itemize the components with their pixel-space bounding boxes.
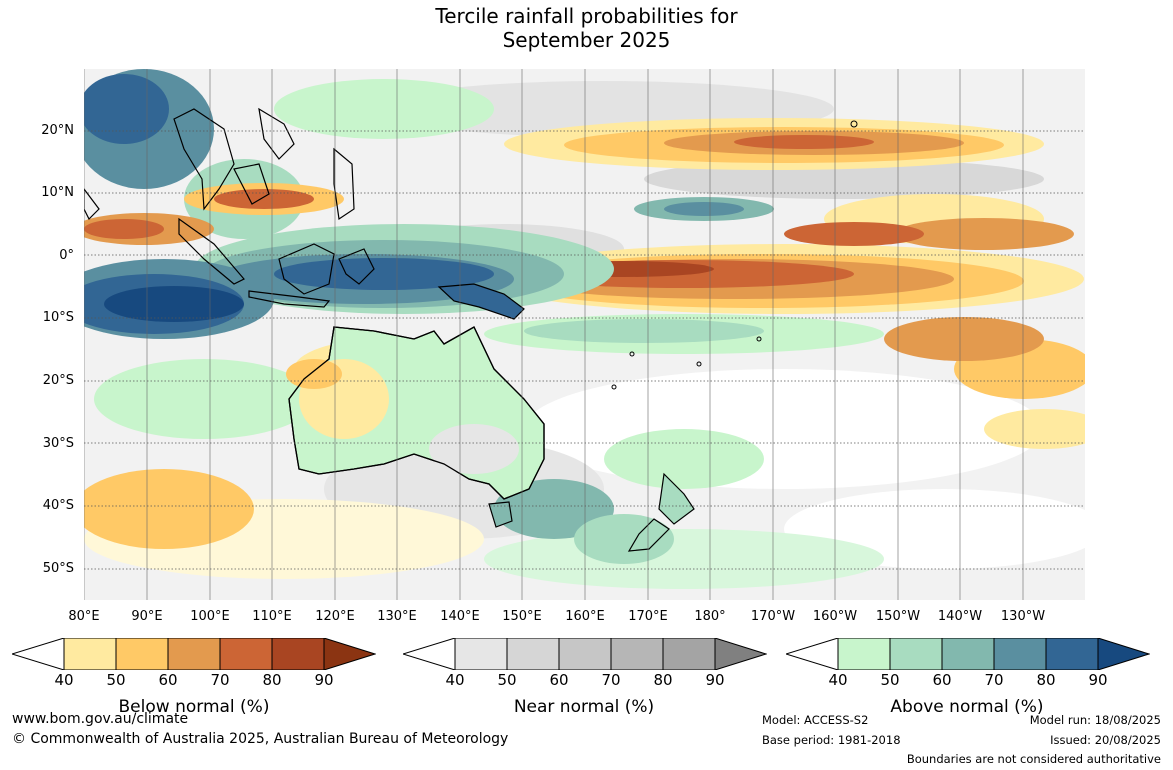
colorbar-near-segment-6 (714, 638, 767, 670)
colorbar-near-tick-60: 60 (549, 671, 569, 689)
colorbar-near-tick-80: 80 (653, 671, 673, 689)
colorbar-above-segment-6 (1097, 638, 1150, 670)
rainfall-probability-map (84, 69, 1085, 600)
lon-label-150w: 150°W (875, 609, 921, 624)
colorbar-below-tick-90: 90 (314, 671, 334, 689)
lon-label-170e: 170°E (628, 609, 668, 624)
colorbar-near-tick-70: 70 (601, 671, 621, 689)
lon-label-100e: 100°E (190, 609, 230, 624)
colorbar-above-segment-3 (941, 638, 995, 670)
title-line-1: Tercile rainfall probabilities for (435, 4, 738, 28)
footer-model-run: Model run: 18/08/2025 (1029, 713, 1161, 727)
colorbar-above-segment-1 (837, 638, 891, 670)
colorbar-above-tick-60: 60 (932, 671, 952, 689)
lon-label-110e: 110°E (252, 609, 292, 624)
colorbar-near-segment-0 (403, 638, 456, 670)
colorbar-above-segment-2 (889, 638, 943, 670)
colorbar-below-tick-80: 80 (262, 671, 282, 689)
colorbar-below-segment-1 (63, 638, 117, 670)
colorbar-near-title: Near normal (%) (513, 697, 655, 717)
colorbar-above-tick-40: 40 (828, 671, 848, 689)
lon-label-80e: 80°E (68, 609, 100, 624)
colorbar-below-graphic (12, 638, 376, 670)
colorbar-above-segment-5 (1045, 638, 1099, 670)
colorbar-near-tick-50: 50 (497, 671, 517, 689)
colorbar-below-segment-4 (219, 638, 273, 670)
lat-label-10s: 10°S (42, 310, 74, 325)
map-title: Tercile rainfall probabilities for Septe… (0, 4, 1173, 52)
colorbar-above-tick-90: 90 (1088, 671, 1108, 689)
lon-label-180: 180° (694, 609, 726, 624)
colorbar-near-segment-4 (610, 638, 664, 670)
lon-label-170w: 170°W (750, 609, 796, 624)
colorbar-near-segment-2 (506, 638, 560, 670)
colorbar-above-normal (786, 638, 1150, 670)
lon-label-140w: 140°W (937, 609, 983, 624)
colorbar-near-segment-5 (662, 638, 716, 670)
colorbar-below-tick-50: 50 (106, 671, 126, 689)
colorbar-below-normal (12, 638, 376, 670)
colorbar-below-segment-5 (271, 638, 325, 670)
lat-label-40s: 40°S (42, 498, 74, 513)
colorbar-below-tick-70: 70 (210, 671, 230, 689)
lon-label-160w: 160°W (812, 609, 858, 624)
lat-label-30s: 30°S (42, 436, 74, 451)
colorbar-near-graphic (403, 638, 767, 670)
colorbar-near-segment-1 (454, 638, 508, 670)
colorbar-above-title: Above normal (%) (890, 697, 1044, 717)
colorbar-near-normal (403, 638, 767, 670)
lon-label-130e: 130°E (377, 609, 417, 624)
colorbar-above-segment-0 (786, 638, 839, 670)
map-graphic (84, 69, 1085, 600)
colorbar-near-segment-3 (558, 638, 612, 670)
colorbar-above-tick-80: 80 (1036, 671, 1056, 689)
lon-label-140e: 140°E (440, 609, 480, 624)
footer-base-period: Base period: 1981-2018 (762, 733, 901, 747)
colorbar-below-tick-60: 60 (158, 671, 178, 689)
lon-label-130w: 130°W (1000, 609, 1046, 624)
lon-label-160e: 160°E (565, 609, 605, 624)
footer-model: Model: ACCESS-S2 (762, 713, 869, 727)
colorbar-above-tick-70: 70 (984, 671, 1004, 689)
lon-label-90e: 90°E (131, 609, 163, 624)
lon-label-150e: 150°E (502, 609, 542, 624)
colorbar-below-segment-0 (12, 638, 65, 670)
footer-boundaries-note: Boundaries are not considered authoritat… (906, 752, 1161, 766)
footer-copyright: © Commonwealth of Australia 2025, Austra… (12, 731, 509, 747)
colorbar-above-tick-50: 50 (880, 671, 900, 689)
title-line-2: September 2025 (502, 28, 671, 52)
colorbar-below-segment-2 (115, 638, 169, 670)
colorbar-above-segment-4 (993, 638, 1047, 670)
colorbar-below-segment-6 (323, 638, 376, 670)
footer-issued: Issued: 20/08/2025 (1050, 733, 1161, 747)
lon-label-120e: 120°E (315, 609, 355, 624)
lat-label-20n: 20°N (41, 123, 74, 138)
colorbar-near-tick-90: 90 (705, 671, 725, 689)
lat-label-50s: 50°S (42, 561, 74, 576)
colorbar-below-tick-40: 40 (54, 671, 74, 689)
footer-url[interactable]: www.bom.gov.au/climate (12, 711, 189, 727)
colorbar-above-graphic (786, 638, 1150, 670)
lat-label-20s: 20°S (42, 373, 74, 388)
colorbar-below-title: Below normal (%) (118, 697, 270, 717)
lat-label-10n: 10°N (41, 185, 74, 200)
lat-label-equator: 0° (59, 248, 74, 263)
colorbar-near-tick-40: 40 (445, 671, 465, 689)
colorbar-below-segment-3 (167, 638, 221, 670)
